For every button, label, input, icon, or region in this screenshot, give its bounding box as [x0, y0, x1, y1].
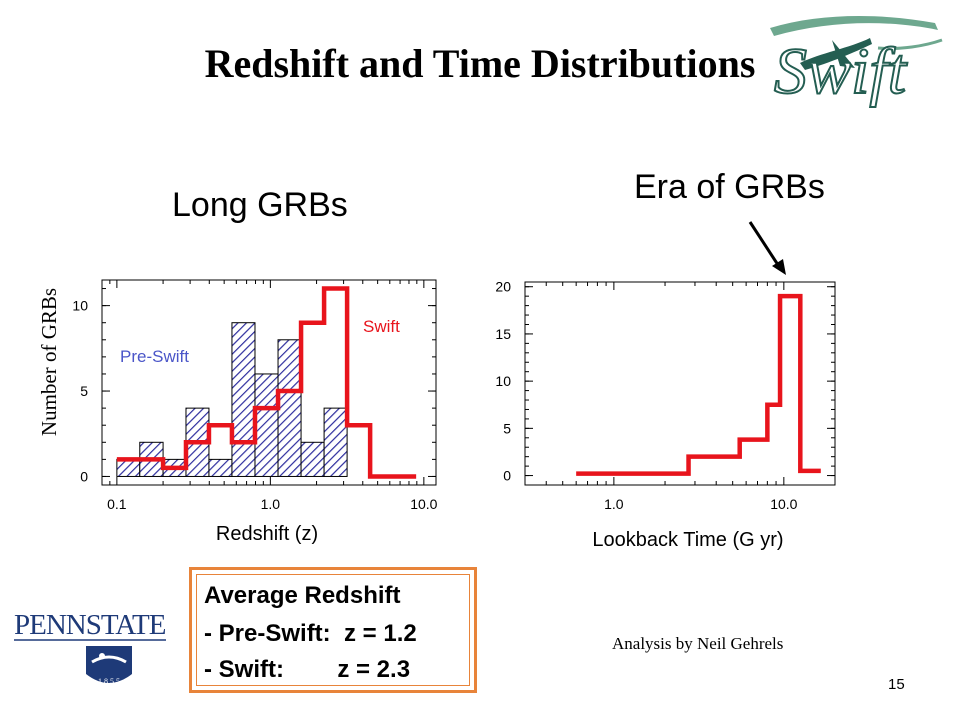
x-tick-label: 1.0 — [261, 496, 281, 512]
pre-swift-bar — [323, 407, 348, 477]
slide-title: Redshift and Time Distributions — [204, 41, 756, 86]
swift-logo: Swift — [760, 8, 950, 113]
swift-logo-text: Swift — [774, 35, 908, 108]
swift-label: Swift — [363, 317, 400, 336]
pennstate-wordmark: PENNSTATE — [14, 609, 166, 641]
pre-swift-bar — [254, 373, 279, 477]
pre-swift-average: - Pre-Swift: z = 1.2 — [204, 620, 417, 647]
pre-swift-bar — [277, 339, 302, 477]
redshift-chart-frame — [101, 279, 437, 486]
swift-lookback-step-line — [576, 293, 821, 476]
y-tick-label: 0 — [503, 468, 511, 484]
x-tick-label: 1.0 — [604, 496, 624, 512]
average-redshift-box: Average Redshift - Pre-Swift: z = 1.2 - … — [189, 567, 477, 693]
pre-swift-bar — [116, 458, 141, 477]
pennstate-year: 1 8 5 5 — [98, 677, 120, 686]
pre-swift-bar — [300, 441, 325, 477]
x-tick-label: 0.1 — [107, 496, 127, 512]
pre-swift-bar — [231, 322, 256, 477]
lookback-x-axis-label: Lookback Time (G yr) — [592, 529, 783, 551]
lookback-chart-frame — [524, 281, 836, 486]
lookback-chart: 1.0 10.0 0 5 10 15 20 Lookback Time (G yr) — [495, 279, 836, 551]
y-tick-label: 5 — [80, 383, 88, 399]
y-tick-label: 5 — [503, 420, 511, 436]
era-arrow-line — [748, 221, 782, 269]
lookback-y-ticks: 0 5 10 15 20 — [495, 279, 835, 484]
x-tick-label: 10.0 — [770, 496, 797, 512]
pre-swift-label: Pre-Swift — [120, 347, 189, 366]
pennstate-logo-graphic: PENNSTATE 1 8 5 5 — [14, 609, 167, 686]
y-tick-label: 10 — [495, 373, 511, 389]
page-number: 15 — [888, 676, 905, 693]
pre-swift-histogram — [116, 322, 348, 477]
x-tick-label: 10.0 — [410, 496, 437, 512]
pennstate-logo: PENNSTATE 1 8 5 5 — [14, 604, 174, 699]
y-tick-label: 10 — [72, 298, 88, 314]
redshift-x-ticks: 0.1 1.0 10.0 — [101, 280, 438, 512]
right-heading: Era of GRBs — [634, 168, 825, 206]
swift-step-line — [116, 286, 417, 479]
pre-swift-bar — [208, 458, 233, 477]
shield-icon — [86, 646, 132, 683]
y-tick-label: 15 — [495, 326, 511, 342]
redshift-chart: 0.1 1.0 10.0 0 5 10 Pre-Swift Swift Redshift… — [37, 279, 438, 545]
left-heading: Long GRBs — [172, 186, 348, 224]
swift-average: - Swift: z = 2.3 — [204, 656, 411, 683]
average-redshift-title: Average Redshift — [204, 582, 401, 609]
swift-logo-graphic: Swift — [770, 16, 943, 109]
era-arrow-head — [772, 259, 786, 275]
redshift-y-axis-label: Number of GRBs — [37, 288, 61, 436]
y-tick-label: 0 — [80, 468, 88, 484]
y-tick-label: 20 — [495, 279, 511, 295]
redshift-x-axis-label: Redshift (z) — [216, 523, 318, 545]
redshift-y-ticks: 0 5 10 — [72, 288, 436, 484]
analysis-credit: Analysis by Neil Gehrels — [612, 634, 784, 653]
lookback-x-ticks: 1.0 10.0 — [524, 282, 836, 512]
